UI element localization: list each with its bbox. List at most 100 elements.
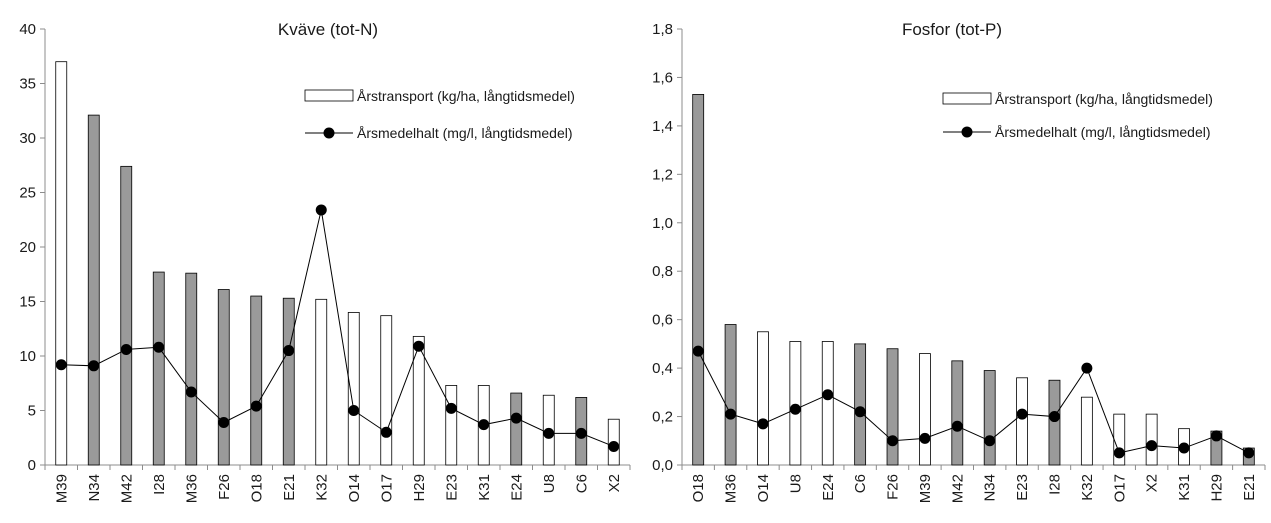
legend-line-label: Årsmedelhalt (mg/l, långtidsmedel) [995,124,1211,140]
bar-N34 [87,114,100,466]
bar-E23 [1016,377,1028,466]
x-tick-label: M36 [183,474,200,503]
point-E21 [1243,447,1255,459]
y-tick-label: 25 [19,185,36,202]
point-M39 [919,432,931,444]
y-tick-label: 0,2 [652,409,673,426]
point-I28 [1048,411,1060,423]
legend-line-marker [323,127,335,139]
point-M42 [951,420,963,432]
y-tick-label: 35 [19,76,36,93]
point-O17 [1113,447,1125,459]
y-tick-label: 10 [19,348,36,365]
point-F26 [218,416,230,428]
x-tick-label: U8 [541,474,558,493]
y-tick-label: 1,2 [652,166,673,183]
bar-H29 [412,335,425,466]
bar-E21 [282,297,295,466]
x-tick-label: H29 [1208,474,1225,502]
x-tick-label: K31 [476,474,493,501]
point-E24 [510,412,522,424]
legend-bar-label: Årstransport (kg/ha, långtidsmedel) [995,91,1213,107]
x-tick-label: M42 [949,474,966,503]
x-tick-label: C6 [573,474,590,493]
bar-K32 [315,298,328,466]
y-tick-label: 30 [19,130,36,147]
point-C6 [854,406,866,418]
bar-E24 [510,392,523,466]
x-tick-label: M39 [53,474,70,503]
x-tick-label: K32 [1079,474,1096,501]
x-tick-label: E24 [508,474,525,501]
x-tick-label: K32 [313,474,330,501]
legend-line-marker [961,126,973,138]
point-C6 [575,427,587,439]
point-O17 [380,426,392,438]
legend-line-label: Årsmedelhalt (mg/l, långtidsmedel) [357,125,573,141]
y-tick-label: 40 [19,21,36,38]
point-E24 [822,389,834,401]
x-tick-label: E21 [281,474,298,501]
bar-E23 [445,385,458,466]
x-tick-label: E21 [1241,474,1258,501]
bar-N34 [983,370,996,466]
x-tick-label: I28 [151,474,168,495]
x-tick-label: H29 [411,474,428,502]
point-X2 [1146,440,1158,452]
y-tick-label: 1,8 [652,21,673,38]
y-tick-label: 0,8 [652,263,673,280]
x-tick-label: N34 [86,474,103,502]
y-tick-label: 0 [28,457,36,474]
concentration-line [697,350,1250,454]
x-tick-label: E23 [443,474,460,501]
x-tick-label: F26 [885,474,902,500]
y-tick-label: 1,0 [652,215,673,232]
x-tick-label: C6 [852,474,869,493]
bar-F26 [217,289,230,466]
point-K32 [1081,362,1093,374]
legend-bar-swatch [304,89,354,102]
point-O14 [757,418,769,430]
legend-bar-swatch [942,92,992,105]
chart-title: Fosfor (tot-P) [902,20,1002,39]
y-tick-label: 5 [28,403,36,420]
point-K31 [478,419,490,431]
bar-O18 [692,94,705,466]
point-X2 [608,440,620,452]
bar-K32 [1080,396,1093,466]
concentration-line [61,209,614,447]
y-tick-label: 0,0 [652,457,673,474]
chart-nitrogen: Kväve (tot-N) 0 5 10 15 20 25 30 35 40 M39 N34 M42 I2… [19,20,631,503]
point-H29 [1210,430,1222,442]
bar-I28 [152,271,165,466]
x-tick-label: E23 [1014,474,1031,501]
y-tick-label: 0,6 [652,312,673,329]
x-tick-label: N34 [982,474,999,502]
point-H29 [413,340,425,352]
point-I28 [153,341,165,353]
bar-O14 [347,311,360,466]
x-tick-label: O14 [346,474,363,502]
bar-U8 [789,341,802,466]
y-tick-label: 15 [19,294,36,311]
bar-M36 [185,272,198,466]
bar-M39 [919,353,931,466]
y-tick-label: 1,4 [652,118,673,135]
bar-O18 [250,295,263,466]
bar-F26 [886,348,899,466]
point-E23 [1016,408,1028,420]
x-tick-label: O14 [755,474,772,502]
x-tick-label: F26 [216,474,233,500]
x-tick-label: E24 [820,474,837,501]
x-tick-label: O18 [248,474,265,502]
point-M36 [185,386,197,398]
point-U8 [543,427,555,439]
point-M42 [120,343,132,355]
point-E23 [445,402,457,414]
bar-M42 [951,360,964,466]
legend-bar-label: Årstransport (kg/ha, långtidsmedel) [357,88,575,104]
x-tick-label: X2 [1144,474,1161,492]
bar-M42 [120,165,133,466]
y-tick-label: 20 [19,239,36,256]
point-M39 [55,359,67,371]
